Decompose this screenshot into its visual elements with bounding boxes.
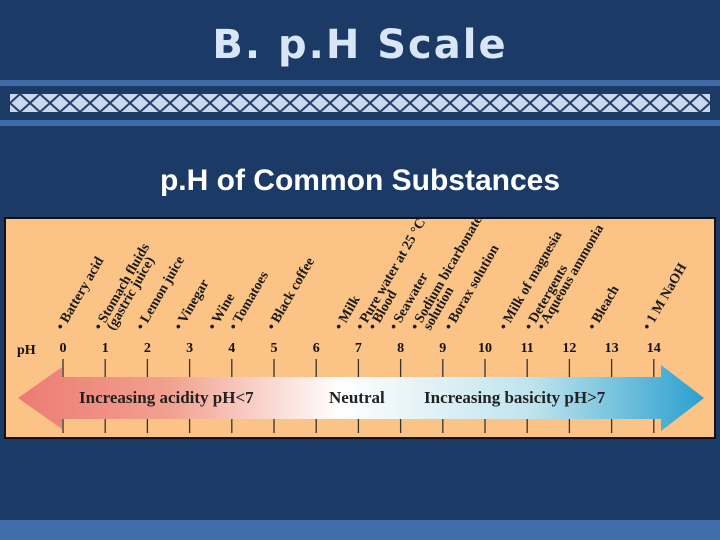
ph-gradient-arrow: [18, 365, 704, 431]
ph-tick-label: 13: [605, 341, 619, 356]
ph-tick-label: 7: [355, 341, 362, 356]
ph-tick-label: 9: [439, 341, 446, 356]
basicity-label: Increasing basicity pH>7: [424, 388, 606, 407]
ph-tick-label: 5: [271, 341, 278, 356]
ph-tick-label: 1: [102, 341, 109, 356]
ph-tick-label: 3: [186, 341, 193, 356]
ph-tick-label: 10: [478, 341, 492, 356]
slide-title: B. p.H Scale: [212, 22, 508, 68]
ph-tick-label: 12: [562, 341, 576, 356]
ph-tick-label: 14: [647, 341, 661, 356]
ph-tick-label: 6: [313, 341, 320, 356]
acidity-label: Increasing acidity pH<7: [79, 388, 254, 407]
ph-axis-label: pH: [17, 343, 36, 358]
diamond-chain-border: [10, 92, 710, 114]
neutral-label: Neutral: [329, 388, 385, 407]
ph-tick-label: 11: [521, 341, 534, 356]
footer-bar: [0, 520, 720, 540]
title-divider-top: [0, 80, 720, 86]
ph-tick-label: 2: [144, 341, 151, 356]
title-divider-bottom: [0, 120, 720, 126]
slide-subtitle: p.H of Common Substances: [159, 164, 561, 197]
ph-tick-label: 8: [397, 341, 404, 356]
ph-tick-label: 0: [60, 341, 67, 356]
ph-tick-label: 4: [228, 341, 235, 356]
ph-scale-figure: • Battery acid• Stomach fluids(gastric j…: [4, 217, 716, 439]
